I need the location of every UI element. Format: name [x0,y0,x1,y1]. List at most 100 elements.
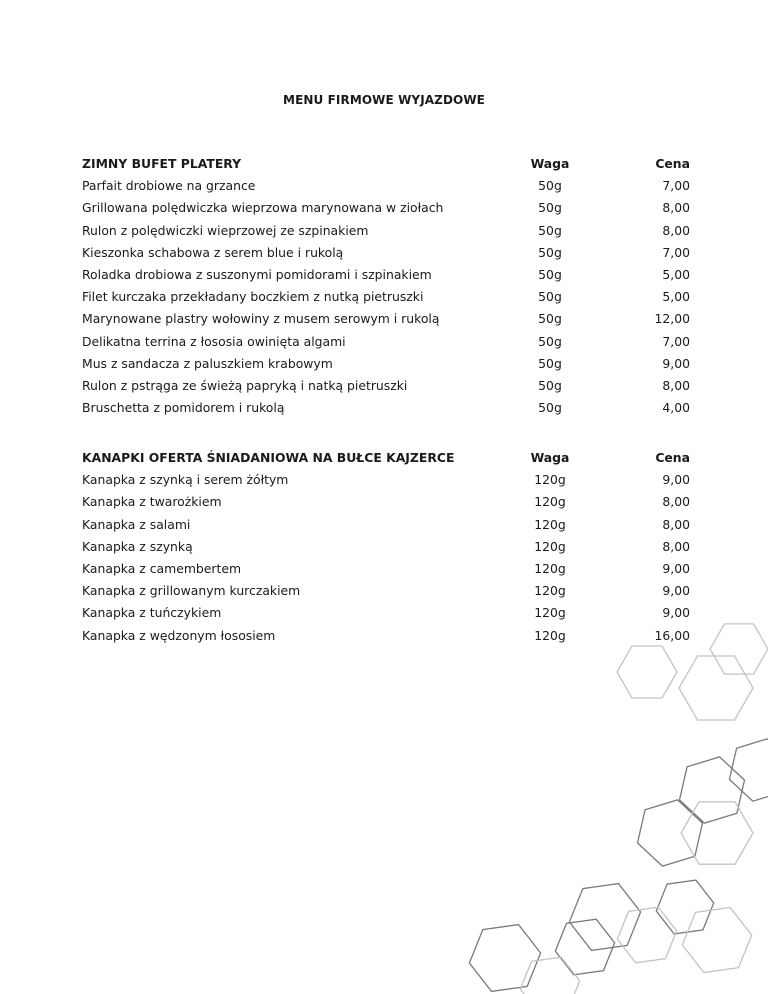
item-price: 8,00 [662,516,690,532]
hexagon-shape [616,906,678,964]
item-price: 16,00 [654,627,690,643]
hexagon-shape [568,882,642,952]
hexagon-shape [678,756,746,824]
item-price: 8,00 [662,222,690,238]
hexagon-shape [728,738,768,802]
menu-item-row: Parfait drobiowe na grzance 50g 7,00 [82,175,690,197]
item-price: 9,00 [662,355,690,371]
item-name: Kieszonka schabowa z serem blue i rukolą [82,244,344,260]
item-weight: 50g [538,377,562,393]
item-weight: 50g [538,244,562,260]
menu-item-row: Kanapka z wędzonym łososiem 120g 16,00 [82,625,690,647]
item-name: Rulon z pstrąga ze świeżą papryką i natk… [82,377,408,393]
item-price: 7,00 [662,333,690,349]
item-name: Kanapka z wędzonym łososiem [82,627,276,643]
item-name: Parfait drobiowe na grzance [82,178,256,194]
hexagon-shape [554,918,616,976]
section-heading: KANAPKI OFERTA ŚNIADANIOWA NA BUŁCE KAJZ… [82,450,455,465]
menu-item-row: Kanapka z grillowanym kurczakiem 120g 9,00 [82,580,690,602]
item-name: Kanapka z tuńczykiem [82,605,222,621]
column-header-price: Cena [655,450,690,465]
item-weight: 50g [538,355,562,371]
menu-item-row: Marynowane plastry wołowiny z musem sero… [82,308,690,330]
item-weight: 120g [534,583,566,599]
hexagon-shape [680,801,754,865]
item-price: 9,00 [662,605,690,621]
item-price: 8,00 [662,494,690,510]
item-weight: 50g [538,333,562,349]
item-price: 9,00 [662,472,690,488]
item-price: 8,00 [662,377,690,393]
item-name: Kanapka z camembertem [82,560,242,576]
menu-item-row: Mus z sandacza z paluszkiem krabowym 50g 9… [82,353,690,375]
menu-item-row: Kanapka z szynką 120g 8,00 [82,536,690,558]
menu-item-row: Kanapka z salami 120g 8,00 [82,514,690,536]
item-name: Kanapka z grillowanym kurczakiem [82,583,301,599]
item-weight: 50g [538,266,562,282]
column-header-weight: Waga [530,450,570,465]
menu-item-row: Kanapka z twarożkiem 120g 8,00 [82,491,690,513]
item-price: 12,00 [654,311,690,327]
item-weight: 50g [538,400,562,416]
item-name: Roladka drobiowa z suszonymi pomidorami … [82,266,432,282]
item-weight: 120g [534,472,566,488]
item-name: Filet kurczaka przekładany boczkiem z nu… [82,289,424,305]
column-header-weight: Waga [530,156,570,171]
item-name: Bruschetta z pomidorem i rukolą [82,400,285,416]
menu-item-row: Bruschetta z pomidorem i rukolą 50g 4,00 [82,397,690,419]
section-heading: ZIMNY BUFET PLATERY [82,156,242,171]
item-name: Kanapka z twarożkiem [82,494,222,510]
item-name: Grillowana polędwiczka wieprzowa marynow… [82,200,444,216]
section-cold-buffet: ZIMNY BUFET PLATERY Waga Cena Parfait dr… [82,153,690,419]
item-name: Delikatna terrina z łososia owinięta alg… [82,333,346,349]
item-price: 8,00 [662,200,690,216]
section-header: KANAPKI OFERTA ŚNIADANIOWA NA BUŁCE KAJZ… [82,447,690,469]
hexagon-shape [636,799,704,867]
item-name: Rulon z polędwiczki wieprzowej ze szpina… [82,222,369,238]
item-weight: 50g [538,200,562,216]
section-sandwiches: KANAPKI OFERTA ŚNIADANIOWA NA BUŁCE KAJZ… [82,447,690,647]
item-weight: 120g [534,560,566,576]
hexagon-shape [681,906,753,974]
item-weight: 50g [538,289,562,305]
menu-item-row: Roladka drobiowa z suszonymi pomidorami … [82,264,690,286]
item-name: Kanapka z szynką i serem żółtym [82,472,289,488]
item-weight: 50g [538,222,562,238]
item-name: Marynowane plastry wołowiny z musem sero… [82,311,440,327]
menu-item-row: Kanapka z szynką i serem żółtym 120g 9,00 [82,469,690,491]
menu-item-row: Rulon z pstrąga ze świeżą papryką i natk… [82,375,690,397]
item-price: 5,00 [662,289,690,305]
hexagon-shape [616,645,678,699]
item-price: 8,00 [662,538,690,554]
hexagon-shape [468,923,542,993]
column-header-price: Cena [655,156,690,171]
hexagon-shape [519,956,581,994]
item-name: Kanapka z salami [82,516,191,532]
item-name: Mus z sandacza z paluszkiem krabowym [82,355,333,371]
item-weight: 120g [534,494,566,510]
menu-item-row: Grillowana polędwiczka wieprzowa marynow… [82,197,690,219]
item-price: 9,00 [662,583,690,599]
menu-item-row: Kieszonka schabowa z serem blue i rukolą… [82,242,690,264]
menu-item-row: Filet kurczaka przekładany boczkiem z nu… [82,286,690,308]
item-name: Kanapka z szynką [82,538,193,554]
item-weight: 120g [534,605,566,621]
item-weight: 120g [534,627,566,643]
hexagon-shape [678,655,754,721]
section-header: ZIMNY BUFET PLATERY Waga Cena [82,153,690,175]
item-price: 9,00 [662,560,690,576]
item-weight: 50g [538,178,562,194]
menu-item-row: Delikatna terrina z łososia owinięta alg… [82,331,690,353]
item-price: 7,00 [662,244,690,260]
item-price: 7,00 [662,178,690,194]
item-weight: 120g [534,538,566,554]
item-price: 4,00 [662,400,690,416]
hexagon-shape [709,623,768,675]
page-title: MENU FIRMOWE WYJAZDOWE [283,93,485,107]
menu-item-row: Kanapka z camembertem 120g 9,00 [82,558,690,580]
menu-item-row: Rulon z polędwiczki wieprzowej ze szpina… [82,220,690,242]
item-price: 5,00 [662,266,690,282]
menu-item-row: Kanapka z tuńczykiem 120g 9,00 [82,602,690,624]
hexagon-shape [655,879,715,935]
item-weight: 50g [538,311,562,327]
